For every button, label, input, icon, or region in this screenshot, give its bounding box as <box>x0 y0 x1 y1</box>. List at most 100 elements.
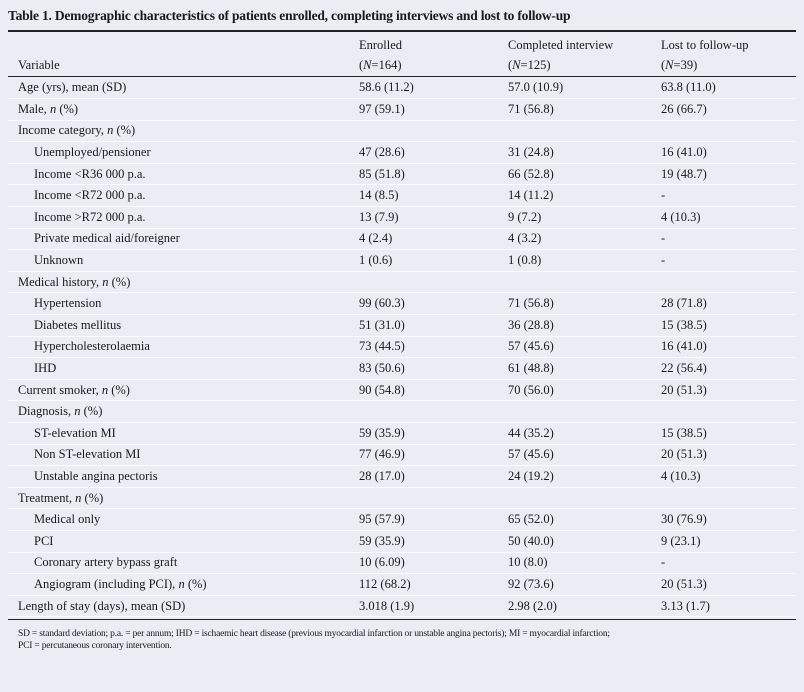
enrolled-cell: 95 (57.9) <box>359 508 508 531</box>
header-n: (N=125) <box>508 58 551 72</box>
lost-cell: 15 (38.5) <box>661 314 796 337</box>
header-n: (N=39) <box>661 58 698 72</box>
enrolled-cell: 4 (2.4) <box>359 228 508 251</box>
enrolled-cell: 112 (68.2) <box>359 573 508 596</box>
completed-cell: 1 (0.8) <box>508 249 661 272</box>
header-label: Enrolled <box>359 38 403 52</box>
table-row: Coronary artery bypass graft 10 (6.09) 10 … <box>8 552 796 575</box>
row-label: Unemployed/pensioner <box>8 141 359 164</box>
table-row: ST-elevation MI 59 (35.9) 44 (35.2) 15 (38.… <box>8 422 796 445</box>
lost-cell: - <box>661 228 796 251</box>
footnote-line: PCI = percutaneous coronary intervention… <box>18 641 172 651</box>
lost-cell: 20 (51.3) <box>661 573 796 596</box>
table-row: Income <R36 000 p.a. 85 (51.8) 66 (52.8) 19… <box>8 163 796 186</box>
row-label: Income <R36 000 p.a. <box>8 163 359 186</box>
completed-cell: 61 (48.8) <box>508 357 661 380</box>
enrolled-cell: 85 (51.8) <box>359 163 508 186</box>
lost-cell: 16 (41.0) <box>661 141 796 164</box>
enrolled-cell <box>359 487 508 510</box>
lost-cell: 63.8 (11.0) <box>661 77 796 100</box>
row-label: Unstable angina pectoris <box>8 465 359 488</box>
lost-cell <box>661 120 796 143</box>
enrolled-cell: 58.6 (11.2) <box>359 77 508 100</box>
enrolled-cell: 59 (35.9) <box>359 530 508 553</box>
enrolled-cell: 97 (59.1) <box>359 98 508 121</box>
completed-cell: 57.0 (10.9) <box>508 77 661 100</box>
completed-cell <box>508 120 661 143</box>
enrolled-cell: 13 (7.9) <box>359 206 508 229</box>
enrolled-cell: 99 (60.3) <box>359 292 508 316</box>
completed-cell <box>508 271 661 294</box>
row-label: Income <R72 000 p.a. <box>8 184 359 208</box>
header-rule <box>8 76 796 77</box>
row-label: Diabetes mellitus <box>8 314 359 337</box>
table-row: Income >R72 000 p.a. 13 (7.9) 9 (7.2) 4 (10… <box>8 206 796 229</box>
lost-cell: 26 (66.7) <box>661 98 796 121</box>
row-label: Age (yrs), mean (SD) <box>8 77 359 100</box>
enrolled-cell <box>359 120 508 143</box>
lost-cell: 20 (51.3) <box>661 444 796 467</box>
table-row: Male, n (%) 97 (59.1) 71 (56.8) 26 (66.7) <box>8 98 796 121</box>
row-label: Hypertension <box>8 292 359 316</box>
header-enrolled: Enrolled (N=164) <box>359 35 402 75</box>
table-row: Hypercholesterolaemia 73 (44.5) 57 (45.6) 1… <box>8 336 796 359</box>
enrolled-cell <box>359 271 508 294</box>
lost-cell <box>661 487 796 510</box>
table-row: IHD 83 (50.6) 61 (48.8) 22 (56.4) <box>8 357 796 380</box>
header-lost: Lost to follow-up (N=39) <box>661 35 749 75</box>
table-row: Medical history, n (%) <box>8 271 796 294</box>
lost-cell: - <box>661 552 796 575</box>
enrolled-cell: 14 (8.5) <box>359 184 508 208</box>
completed-cell: 36 (28.8) <box>508 314 661 337</box>
completed-cell: 71 (56.8) <box>508 292 661 316</box>
table-row: Private medical aid/foreigner 4 (2.4) 4 (3… <box>8 228 796 251</box>
header-completed: Completed interview (N=125) <box>508 35 613 75</box>
lost-cell: 22 (56.4) <box>661 357 796 380</box>
completed-cell <box>508 400 661 423</box>
enrolled-cell <box>359 400 508 423</box>
row-label: Income >R72 000 p.a. <box>8 206 359 229</box>
table-row: Diagnosis, n (%) <box>8 400 796 423</box>
completed-cell: 2.98 (2.0) <box>508 595 661 618</box>
lost-cell: 30 (76.9) <box>661 508 796 531</box>
lost-cell: 3.13 (1.7) <box>661 595 796 618</box>
row-label: ST-elevation MI <box>8 422 359 445</box>
lost-cell: 4 (10.3) <box>661 206 796 229</box>
row-label: Hypercholesterolaemia <box>8 336 359 359</box>
completed-cell: 31 (24.8) <box>508 141 661 164</box>
table-row: Unemployed/pensioner 47 (28.6) 31 (24.8) 16… <box>8 141 796 164</box>
completed-cell: 57 (45.6) <box>508 444 661 467</box>
footnote-line: SD = standard deviation; p.a. = per annu… <box>18 629 610 639</box>
row-label: Treatment, n (%) <box>8 487 359 510</box>
completed-cell: 4 (3.2) <box>508 228 661 251</box>
row-label: Angiogram (including PCI), n (%) <box>8 573 359 596</box>
completed-cell: 71 (56.8) <box>508 98 661 121</box>
lost-cell: 20 (51.3) <box>661 379 796 402</box>
completed-cell: 50 (40.0) <box>508 530 661 553</box>
row-label: Private medical aid/foreigner <box>8 228 359 251</box>
lost-cell: 4 (10.3) <box>661 465 796 488</box>
top-rule <box>8 30 796 32</box>
lost-cell: 16 (41.0) <box>661 336 796 359</box>
completed-cell: 44 (35.2) <box>508 422 661 445</box>
enrolled-cell: 47 (28.6) <box>359 141 508 164</box>
table-row: Length of stay (days), mean (SD) 3.018 (1… <box>8 595 796 618</box>
header-n: (N=164) <box>359 58 402 72</box>
table-row: Angiogram (including PCI), n (%) 112 (68.… <box>8 573 796 596</box>
completed-cell: 57 (45.6) <box>508 336 661 359</box>
table-row: PCI 59 (35.9) 50 (40.0) 9 (23.1) <box>8 530 796 553</box>
row-label: Male, n (%) <box>8 98 359 121</box>
row-label: Non ST-elevation MI <box>8 444 359 467</box>
table-title: Table 1. Demographic characteristics of … <box>8 8 571 23</box>
table-row: Medical only 95 (57.9) 65 (52.0) 30 (76.9) <box>8 508 796 531</box>
lost-cell: 28 (71.8) <box>661 292 796 316</box>
table-row: Income <R72 000 p.a. 14 (8.5) 14 (11.2) - <box>8 184 796 208</box>
enrolled-cell: 59 (35.9) <box>359 422 508 445</box>
row-label: IHD <box>8 357 359 380</box>
lost-cell: - <box>661 184 796 208</box>
lost-cell: 19 (48.7) <box>661 163 796 186</box>
completed-cell: 14 (11.2) <box>508 184 661 208</box>
row-label: Income category, n (%) <box>8 120 359 143</box>
bottom-rule <box>8 619 796 620</box>
completed-cell: 10 (8.0) <box>508 552 661 575</box>
